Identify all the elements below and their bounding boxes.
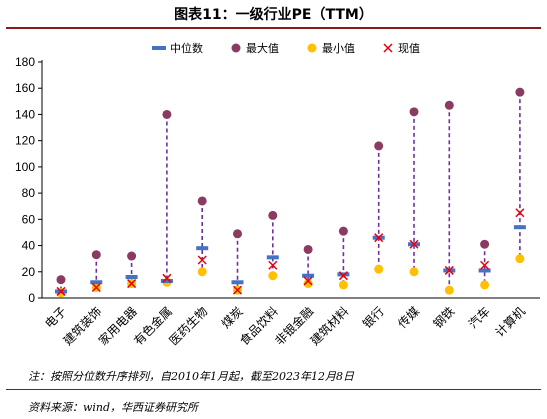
current-point <box>197 255 207 265</box>
current-point <box>374 233 384 243</box>
median-bar <box>478 268 491 273</box>
x-category-label: 医药生物 <box>166 304 210 348</box>
x-category-label: 煤炭 <box>219 304 246 331</box>
page-title: 图表11：一级行业PE（TTM） <box>174 7 373 23</box>
max-point <box>303 244 313 254</box>
median-bar <box>125 275 138 280</box>
max-point <box>127 251 137 261</box>
current-point <box>56 286 66 296</box>
legend-median-swatch <box>152 46 166 50</box>
median-bar <box>513 225 526 230</box>
chart-note: 注：按照分位数升序排列，自2010年1月起，截至2023年12月8日 <box>28 370 354 383</box>
min-point <box>444 285 454 295</box>
min-point <box>197 267 207 277</box>
legend-max-swatch <box>231 43 241 53</box>
x-category-label: 电子 <box>42 304 69 331</box>
median-bar <box>160 278 173 283</box>
median-bar <box>302 273 315 278</box>
max-point <box>197 196 207 206</box>
current-point <box>444 265 454 275</box>
max-point <box>91 250 101 260</box>
legend-min-swatch <box>307 43 317 53</box>
title-divider <box>6 27 541 29</box>
current-point <box>268 260 278 270</box>
current-point <box>338 271 348 281</box>
median-bar <box>266 255 279 260</box>
max-point <box>338 226 348 236</box>
max-point <box>233 229 242 239</box>
y-tick-label: 180 <box>15 55 35 69</box>
current-point <box>515 208 525 218</box>
min-point <box>303 279 313 289</box>
median-bar <box>337 272 350 277</box>
y-tick-label: 140 <box>15 107 35 121</box>
y-axis: 0 20 40 60 80 100 120 140 160 180 <box>15 55 43 305</box>
y-tick-label: 20 <box>22 265 36 279</box>
y-tick-label: 100 <box>15 160 35 174</box>
current-point <box>127 279 137 289</box>
x-category-label: 传媒 <box>395 304 423 332</box>
min-point <box>480 280 490 290</box>
data-marks <box>55 87 526 298</box>
legend-label: 现值 <box>398 42 420 55</box>
current-point <box>162 273 172 283</box>
min-point <box>515 254 525 264</box>
legend-label: 最小值 <box>322 42 355 55</box>
median-bar <box>231 280 244 285</box>
max-point <box>444 100 454 110</box>
y-tick-label: 120 <box>15 134 35 148</box>
max-point <box>409 107 419 117</box>
y-tick-label: 0 <box>28 291 35 305</box>
current-point <box>232 285 243 295</box>
y-tick-label: 60 <box>22 212 36 226</box>
max-point <box>162 109 172 119</box>
x-category-label: 银行 <box>360 304 387 331</box>
max-point <box>374 141 384 151</box>
current-point <box>91 282 101 293</box>
footer-divider <box>6 389 541 390</box>
max-point <box>515 87 525 97</box>
legend-label: 最大值 <box>246 41 279 55</box>
legend-current-swatch <box>383 43 393 53</box>
max-point <box>268 210 278 220</box>
legend: 中位数 最大值 最小值 现值 <box>152 41 420 55</box>
y-tick-label: 160 <box>15 81 35 95</box>
median-bar <box>196 246 209 251</box>
max-point <box>480 239 490 249</box>
current-point <box>480 260 490 270</box>
min-point <box>338 280 348 290</box>
range-lines <box>60 92 521 293</box>
min-point <box>374 264 384 274</box>
max-point <box>56 275 66 285</box>
x-category-label: 计算机 <box>492 304 528 340</box>
median-bar <box>90 280 103 285</box>
current-point <box>409 239 419 249</box>
current-point <box>303 276 313 286</box>
x-category-label: 钢铁 <box>431 304 458 331</box>
legend-label: 中位数 <box>170 41 203 55</box>
x-category-label: 汽车 <box>465 304 493 332</box>
y-tick-label: 40 <box>22 239 36 253</box>
data-source: 资料来源：wind，华西证券研究所 <box>28 401 199 414</box>
min-point <box>268 271 278 281</box>
y-tick-label: 80 <box>22 186 36 200</box>
min-point <box>409 267 419 277</box>
x-category-label: 建筑材料 <box>307 304 352 349</box>
